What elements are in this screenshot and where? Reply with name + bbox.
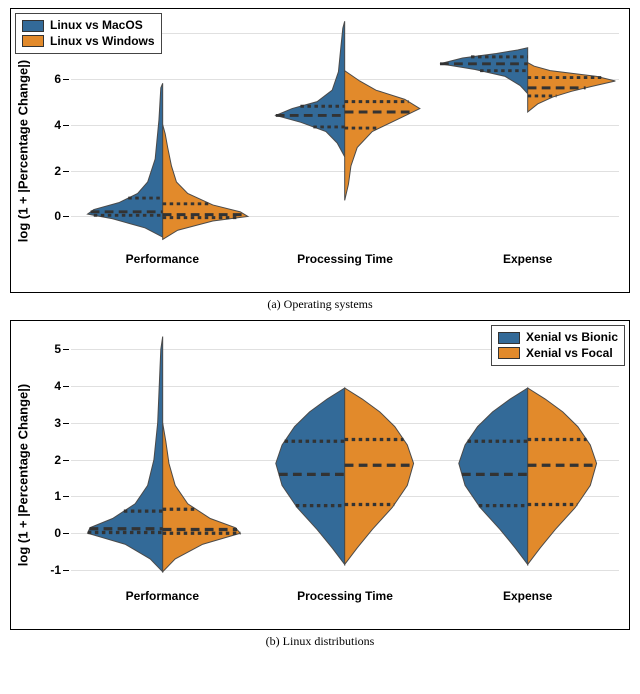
y-tick — [63, 171, 69, 172]
legend-swatch — [22, 35, 44, 47]
y-tick-label: 5 — [54, 342, 61, 356]
x-tick-label: Performance — [126, 589, 199, 603]
y-tick-label: 4 — [54, 118, 61, 132]
y-tick-label: 2 — [54, 453, 61, 467]
y-tick-label: -1 — [50, 563, 61, 577]
y-tick — [63, 216, 69, 217]
violin-expense — [440, 331, 615, 581]
y-tick-label: 1 — [54, 489, 61, 503]
legend-swatch — [498, 332, 520, 344]
y-tick — [63, 349, 69, 350]
y-tick — [63, 570, 69, 571]
x-tick-label: Expense — [503, 589, 552, 603]
violin-performance — [75, 331, 250, 581]
y-axis-label: log (1 + |Percentage Change|) — [16, 59, 31, 241]
x-tick-label: Expense — [503, 252, 552, 266]
y-tick-label: 4 — [54, 379, 61, 393]
x-tick-label: Processing Time — [297, 589, 393, 603]
violin-expense — [440, 19, 615, 244]
y-tick — [63, 423, 69, 424]
y-tick — [63, 533, 69, 534]
legend-label: Xenial vs Focal — [526, 346, 613, 362]
y-axis-label: log (1 + |Percentage Change|) — [16, 384, 31, 566]
y-tick-label: 0 — [54, 526, 61, 540]
y-tick — [63, 386, 69, 387]
legend-label: Linux vs MacOS — [50, 18, 143, 34]
violin-processing-time — [257, 331, 432, 581]
legend-item: Linux vs Windows — [22, 34, 155, 50]
legend: Linux vs MacOSLinux vs Windows — [15, 13, 162, 54]
legend-swatch — [22, 20, 44, 32]
caption-a: (a) Operating systems — [0, 297, 640, 312]
x-tick-label: Processing Time — [297, 252, 393, 266]
legend-label: Xenial vs Bionic — [526, 330, 618, 346]
violin-processing-time — [257, 19, 432, 244]
y-tick — [63, 460, 69, 461]
chart-panel-b: log (1 + |Percentage Change|) Xenial vs B… — [10, 320, 630, 630]
x-tick-label: Performance — [126, 252, 199, 266]
legend-swatch — [498, 347, 520, 359]
y-tick-label: 3 — [54, 416, 61, 430]
y-tick-label: 0 — [54, 209, 61, 223]
y-tick-label: 6 — [54, 72, 61, 86]
y-tick-label: 2 — [54, 164, 61, 178]
legend-item: Xenial vs Bionic — [498, 330, 618, 346]
legend-label: Linux vs Windows — [50, 34, 155, 50]
y-tick — [63, 496, 69, 497]
plot-area: -1012345PerformanceProcessing TimeExpens… — [71, 331, 619, 581]
legend: Xenial vs BionicXenial vs Focal — [491, 325, 625, 366]
legend-item: Linux vs MacOS — [22, 18, 155, 34]
y-tick — [63, 79, 69, 80]
legend-item: Xenial vs Focal — [498, 346, 618, 362]
y-tick — [63, 125, 69, 126]
caption-b: (b) Linux distributions — [0, 634, 640, 649]
chart-panel-a: log (1 + |Percentage Change|) Linux vs Ma… — [10, 8, 630, 293]
